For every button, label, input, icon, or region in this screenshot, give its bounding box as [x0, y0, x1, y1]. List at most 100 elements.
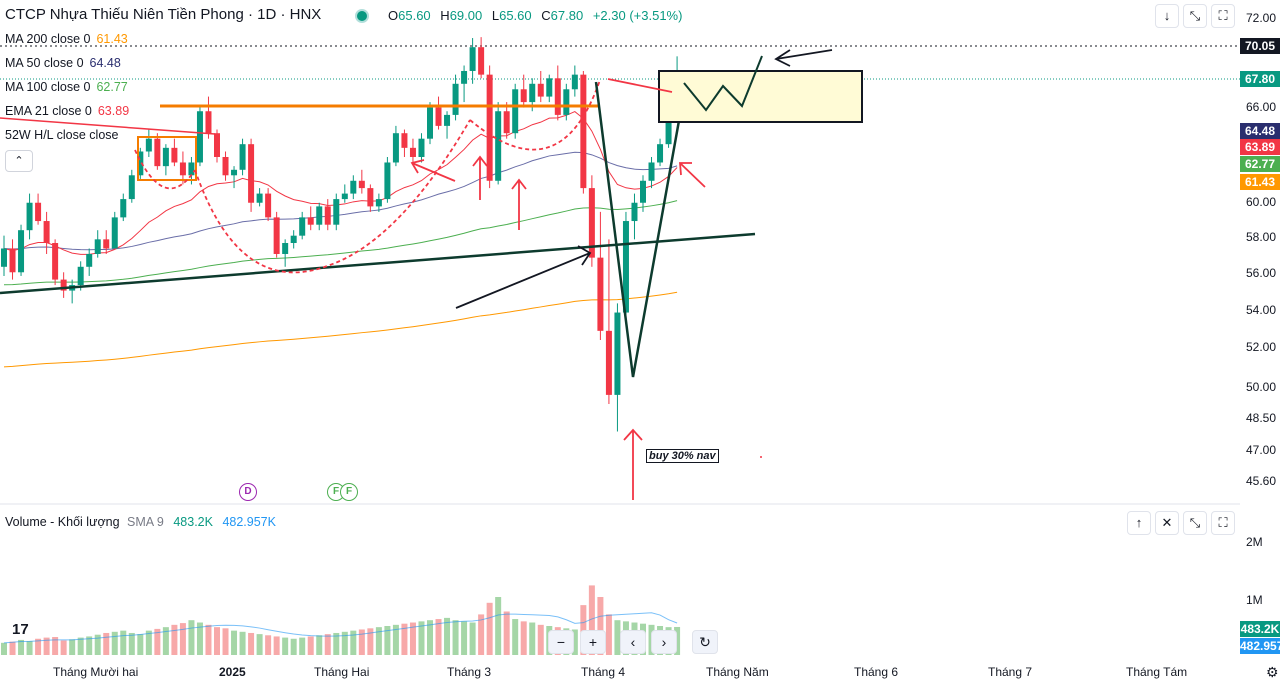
candle-body	[86, 253, 93, 267]
financial-event-icon[interactable]: F	[340, 483, 358, 501]
volume-bar	[137, 634, 144, 655]
tradingview-logo[interactable]: 17	[12, 621, 29, 638]
volume-bar	[222, 628, 229, 655]
scroll-right-button[interactable]: ›	[651, 630, 677, 654]
move-up-icon[interactable]: ↑	[1127, 511, 1151, 535]
volume-bar	[512, 619, 519, 655]
candle-body	[307, 217, 314, 225]
candle-body	[657, 144, 664, 163]
candle-body	[435, 107, 442, 126]
volume-bar	[77, 637, 84, 655]
volume-bar	[145, 630, 152, 655]
candle-body	[597, 257, 604, 331]
indicator-ema21[interactable]: EMA 21 close 0 63.89	[5, 104, 129, 118]
buy-annotation[interactable]: buy 30% nav	[646, 449, 719, 463]
candle-body	[571, 74, 578, 90]
candle-body	[316, 206, 323, 225]
volume-bar	[60, 640, 67, 655]
volume-bar	[427, 620, 433, 655]
maximize-icon[interactable]: ⛶	[1211, 511, 1235, 535]
candle-body	[640, 180, 646, 203]
change-value: +2.30 (+3.51%)	[592, 8, 683, 23]
candle-body	[427, 107, 433, 139]
volume-bar	[282, 637, 289, 655]
candle-body	[554, 78, 561, 115]
volume-bar	[69, 639, 76, 655]
volume-badge: 483.2K	[1240, 621, 1280, 637]
candle-body	[333, 199, 340, 225]
candle-body	[350, 180, 357, 194]
reset-chart-button[interactable]: ↻	[692, 630, 718, 654]
candle-body	[341, 193, 348, 200]
ma50-path	[3, 151, 678, 251]
volume-bar	[239, 631, 246, 655]
scroll-left-button[interactable]: ‹	[620, 630, 646, 654]
volume-bar	[409, 622, 416, 655]
collapse-indicators-button[interactable]: ⌃	[5, 150, 33, 172]
y-tick: 66.00	[1246, 100, 1277, 114]
candle-body	[145, 138, 152, 152]
candle-body	[299, 217, 306, 236]
candle-body	[358, 180, 365, 189]
expand-icon[interactable]: ⤡	[1183, 4, 1207, 28]
indicator-ma100[interactable]: MA 100 close 0 62.77	[5, 80, 128, 94]
red-trendline	[0, 117, 216, 135]
volume-bar	[350, 630, 357, 655]
candle-body	[43, 221, 50, 243]
candle-body	[588, 188, 595, 258]
volume-bar	[103, 632, 110, 655]
ema21-path	[3, 111, 678, 255]
maximize-icon[interactable]: ⛶	[1211, 4, 1235, 28]
candle-body	[35, 202, 42, 222]
y-tick: 56.00	[1246, 266, 1277, 280]
expand-icon[interactable]: ⤡	[1183, 511, 1207, 535]
indicator-value: 61.43	[96, 32, 128, 46]
volume-bar	[52, 637, 59, 655]
candle-body	[154, 138, 161, 167]
volume-bar	[154, 628, 161, 655]
candle-body	[529, 83, 536, 103]
volume-bar	[392, 624, 399, 655]
dividend-event-icon[interactable]: D	[239, 483, 257, 501]
volume-bar	[469, 622, 476, 655]
volume-bars	[1, 585, 681, 655]
volume-bar	[290, 638, 297, 655]
indicator-value: 64.48	[89, 56, 121, 70]
price-badge-ma200: 61.43	[1240, 174, 1280, 190]
ma50-line	[3, 151, 678, 251]
indicator-ma50[interactable]: MA 50 close 0 64.48	[5, 56, 121, 70]
volume-bar	[452, 620, 459, 655]
candle-body	[469, 47, 476, 71]
indicator-label: 52W H/L close close	[5, 128, 119, 142]
volume-legend[interactable]: Volume - Khối lượng SMA 9 483.2K 482.957…	[5, 515, 276, 529]
trendline	[0, 232, 756, 295]
move-down-icon[interactable]: ↓	[1155, 4, 1179, 28]
candle-body	[324, 206, 331, 225]
candle-body	[392, 133, 399, 163]
candle-body	[665, 118, 672, 145]
red-dot	[760, 456, 762, 458]
volume-bar	[401, 623, 408, 655]
zigzag-path	[683, 55, 763, 112]
settings-gear-icon[interactable]: ⚙	[1266, 664, 1279, 680]
close-icon[interactable]: ✕	[1155, 511, 1179, 535]
volume-value: 483.2K	[173, 515, 213, 529]
candle-body	[103, 239, 110, 249]
candle-body	[486, 74, 493, 181]
x-tick: Tháng 6	[854, 665, 899, 679]
candle-body	[179, 162, 186, 176]
zoom-out-button[interactable]: −	[548, 630, 574, 654]
candle-body	[512, 89, 519, 134]
volume-bar	[384, 626, 391, 655]
y-tick: 47.00	[1246, 443, 1277, 457]
indicator-ma200[interactable]: MA 200 close 0 61.43	[5, 32, 128, 46]
indicator-52w[interactable]: 52W H/L close close	[5, 128, 118, 142]
volume-bar	[597, 597, 604, 655]
candle-body	[384, 162, 391, 200]
candle-body	[128, 175, 135, 200]
candle-body	[77, 266, 84, 286]
low-label: L	[491, 8, 500, 23]
candle-body	[111, 217, 118, 249]
zoom-in-button[interactable]: +	[580, 630, 606, 654]
